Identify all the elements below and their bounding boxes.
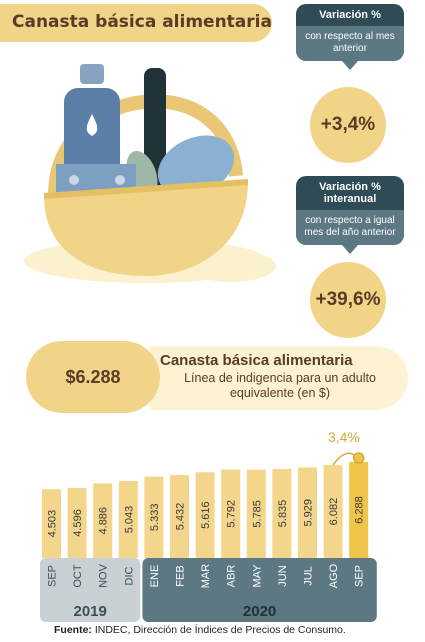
year-label: 2019 bbox=[74, 603, 107, 620]
bar bbox=[323, 465, 343, 558]
cloth-dot bbox=[69, 175, 79, 185]
summary-subtitle: Línea de indigencia para un adulto equiv… bbox=[184, 371, 376, 400]
yearly-variation-description: con respecto a igual mes del año anterio… bbox=[296, 210, 404, 245]
bar-value-label: 5.785 bbox=[251, 500, 263, 528]
bottle-cap bbox=[80, 64, 104, 84]
bar bbox=[246, 469, 266, 558]
bar-value-label: 5.835 bbox=[277, 500, 289, 528]
price-value: $6.288 bbox=[26, 341, 160, 413]
category-label: FEB bbox=[175, 565, 187, 586]
category-label: JUL bbox=[303, 566, 315, 586]
bar bbox=[93, 483, 113, 558]
category-label: ABR bbox=[226, 565, 238, 588]
yearly-variation-value: +39,6% bbox=[310, 262, 386, 338]
category-label: DIC bbox=[123, 566, 135, 585]
bar-chart: 2019 2020 4.503 SEP 4.596 OCT 4.886 NOV 5.043 DIC… bbox=[40, 429, 377, 622]
category-label: SEP bbox=[47, 565, 59, 587]
summary-title: Canasta básica alimentaria bbox=[160, 352, 353, 369]
annotation-label: 3,4% bbox=[328, 429, 360, 445]
bar-value-label: 5.616 bbox=[200, 501, 212, 529]
bar bbox=[298, 467, 317, 558]
source-label: Fuente: bbox=[54, 624, 92, 636]
source-note: Fuente: INDEC, Dirección de Índices de P… bbox=[54, 624, 346, 636]
bar bbox=[42, 489, 61, 558]
annotation-dot bbox=[352, 452, 365, 464]
speech-tail bbox=[342, 245, 358, 254]
bar-value-label: 5.043 bbox=[123, 506, 135, 534]
bar bbox=[195, 472, 215, 558]
category-label: MAY bbox=[251, 564, 263, 588]
summary-band bbox=[150, 346, 408, 410]
bread bbox=[157, 135, 235, 197]
source-text: INDEC, Dirección de Índices de Precios d… bbox=[91, 624, 346, 636]
water-drop-icon bbox=[86, 114, 98, 136]
year-band-2020 bbox=[142, 558, 377, 622]
bar-value-label: 6.082 bbox=[328, 498, 340, 526]
bar bbox=[118, 481, 138, 558]
bar bbox=[170, 475, 189, 558]
category-label: JUN bbox=[277, 565, 289, 586]
yearly-variation-card: Variación % interanual con respecto a ig… bbox=[296, 176, 404, 254]
bar-value-label: 5.792 bbox=[226, 500, 238, 528]
bar-value-label: 5.333 bbox=[149, 504, 161, 532]
category-label: OCT bbox=[72, 564, 84, 588]
bar bbox=[67, 487, 87, 558]
bar-value-label: 6.288 bbox=[354, 496, 366, 524]
bar-value-label: 5.929 bbox=[303, 499, 315, 527]
bar-value-label: 4.596 bbox=[72, 509, 84, 537]
category-label: ENE bbox=[149, 565, 161, 588]
year-band-2019 bbox=[40, 558, 141, 622]
year-label: 2020 bbox=[243, 603, 276, 620]
bar-value-label: 4.886 bbox=[98, 507, 110, 535]
bar bbox=[272, 468, 292, 558]
title-band: Canasta básica alimentaria bbox=[0, 4, 272, 42]
basket-rim bbox=[43, 179, 249, 199]
bar bbox=[221, 469, 241, 558]
category-label: AGO bbox=[328, 563, 340, 588]
monthly-variation-heading: Variación % bbox=[296, 4, 404, 26]
page-title: Canasta básica alimentaria bbox=[12, 12, 272, 32]
bar-value-label: 4.503 bbox=[47, 510, 59, 538]
basket-body bbox=[44, 182, 248, 276]
bar bbox=[349, 462, 369, 558]
speech-tail bbox=[342, 61, 358, 70]
category-label: MAR bbox=[200, 564, 212, 589]
monthly-variation-value: +3,4% bbox=[310, 87, 386, 163]
category-label: SEP bbox=[354, 565, 366, 587]
yearly-variation-heading: Variación % interanual bbox=[296, 176, 404, 210]
bar-value-label: 5.432 bbox=[175, 503, 187, 531]
monthly-variation-card: Variación % con respecto al mes anterior bbox=[296, 4, 404, 70]
cloth-dot bbox=[115, 175, 125, 185]
category-label: NOV bbox=[98, 563, 110, 588]
bar bbox=[144, 476, 164, 558]
monthly-variation-description: con respecto al mes anterior bbox=[296, 26, 404, 61]
basket-illustration bbox=[24, 64, 276, 283]
